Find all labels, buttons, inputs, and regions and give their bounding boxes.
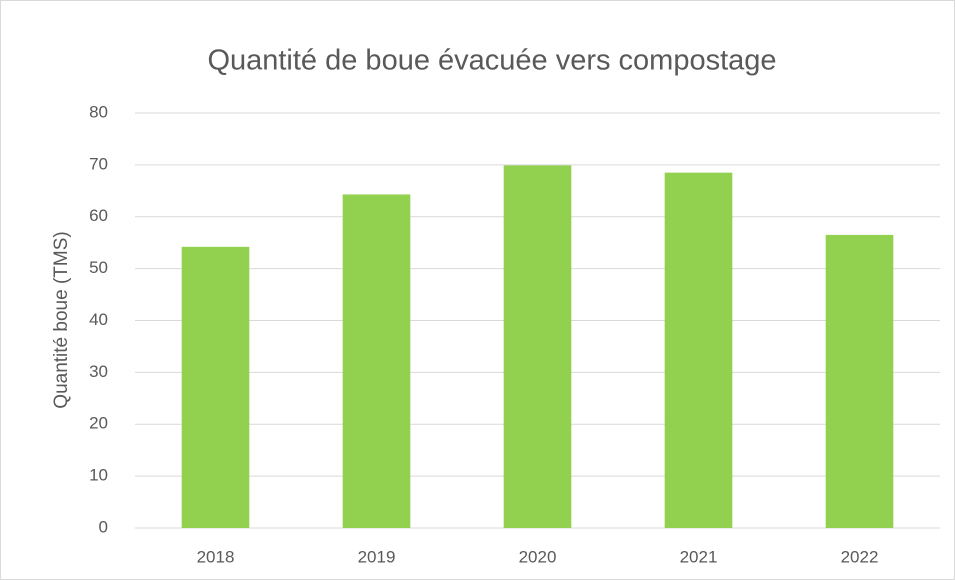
y-tick-label: 70	[89, 154, 108, 173]
bar	[825, 234, 894, 528]
bar	[181, 246, 250, 528]
y-tick-label: 50	[89, 258, 108, 277]
x-tick-label: 2020	[519, 547, 557, 566]
y-tick-label: 0	[99, 517, 108, 536]
y-tick-label: 10	[89, 466, 108, 485]
x-tick-label: 2022	[841, 547, 879, 566]
y-tick-label: 30	[89, 362, 108, 381]
bar	[503, 165, 572, 529]
bar	[342, 194, 411, 528]
y-tick-label: 80	[89, 102, 108, 121]
y-tick-label: 20	[89, 414, 108, 433]
x-tick-label: 2019	[358, 547, 396, 566]
y-axis-label: Quantité boue (TMS)	[51, 231, 72, 408]
y-tick-label: 40	[89, 310, 108, 329]
bar	[664, 172, 733, 528]
chart-title: Quantité de boue évacuée vers compostage	[207, 45, 776, 77]
y-tick-label: 60	[89, 206, 108, 225]
x-tick-label: 2018	[197, 547, 235, 566]
x-tick-label: 2021	[680, 547, 718, 566]
